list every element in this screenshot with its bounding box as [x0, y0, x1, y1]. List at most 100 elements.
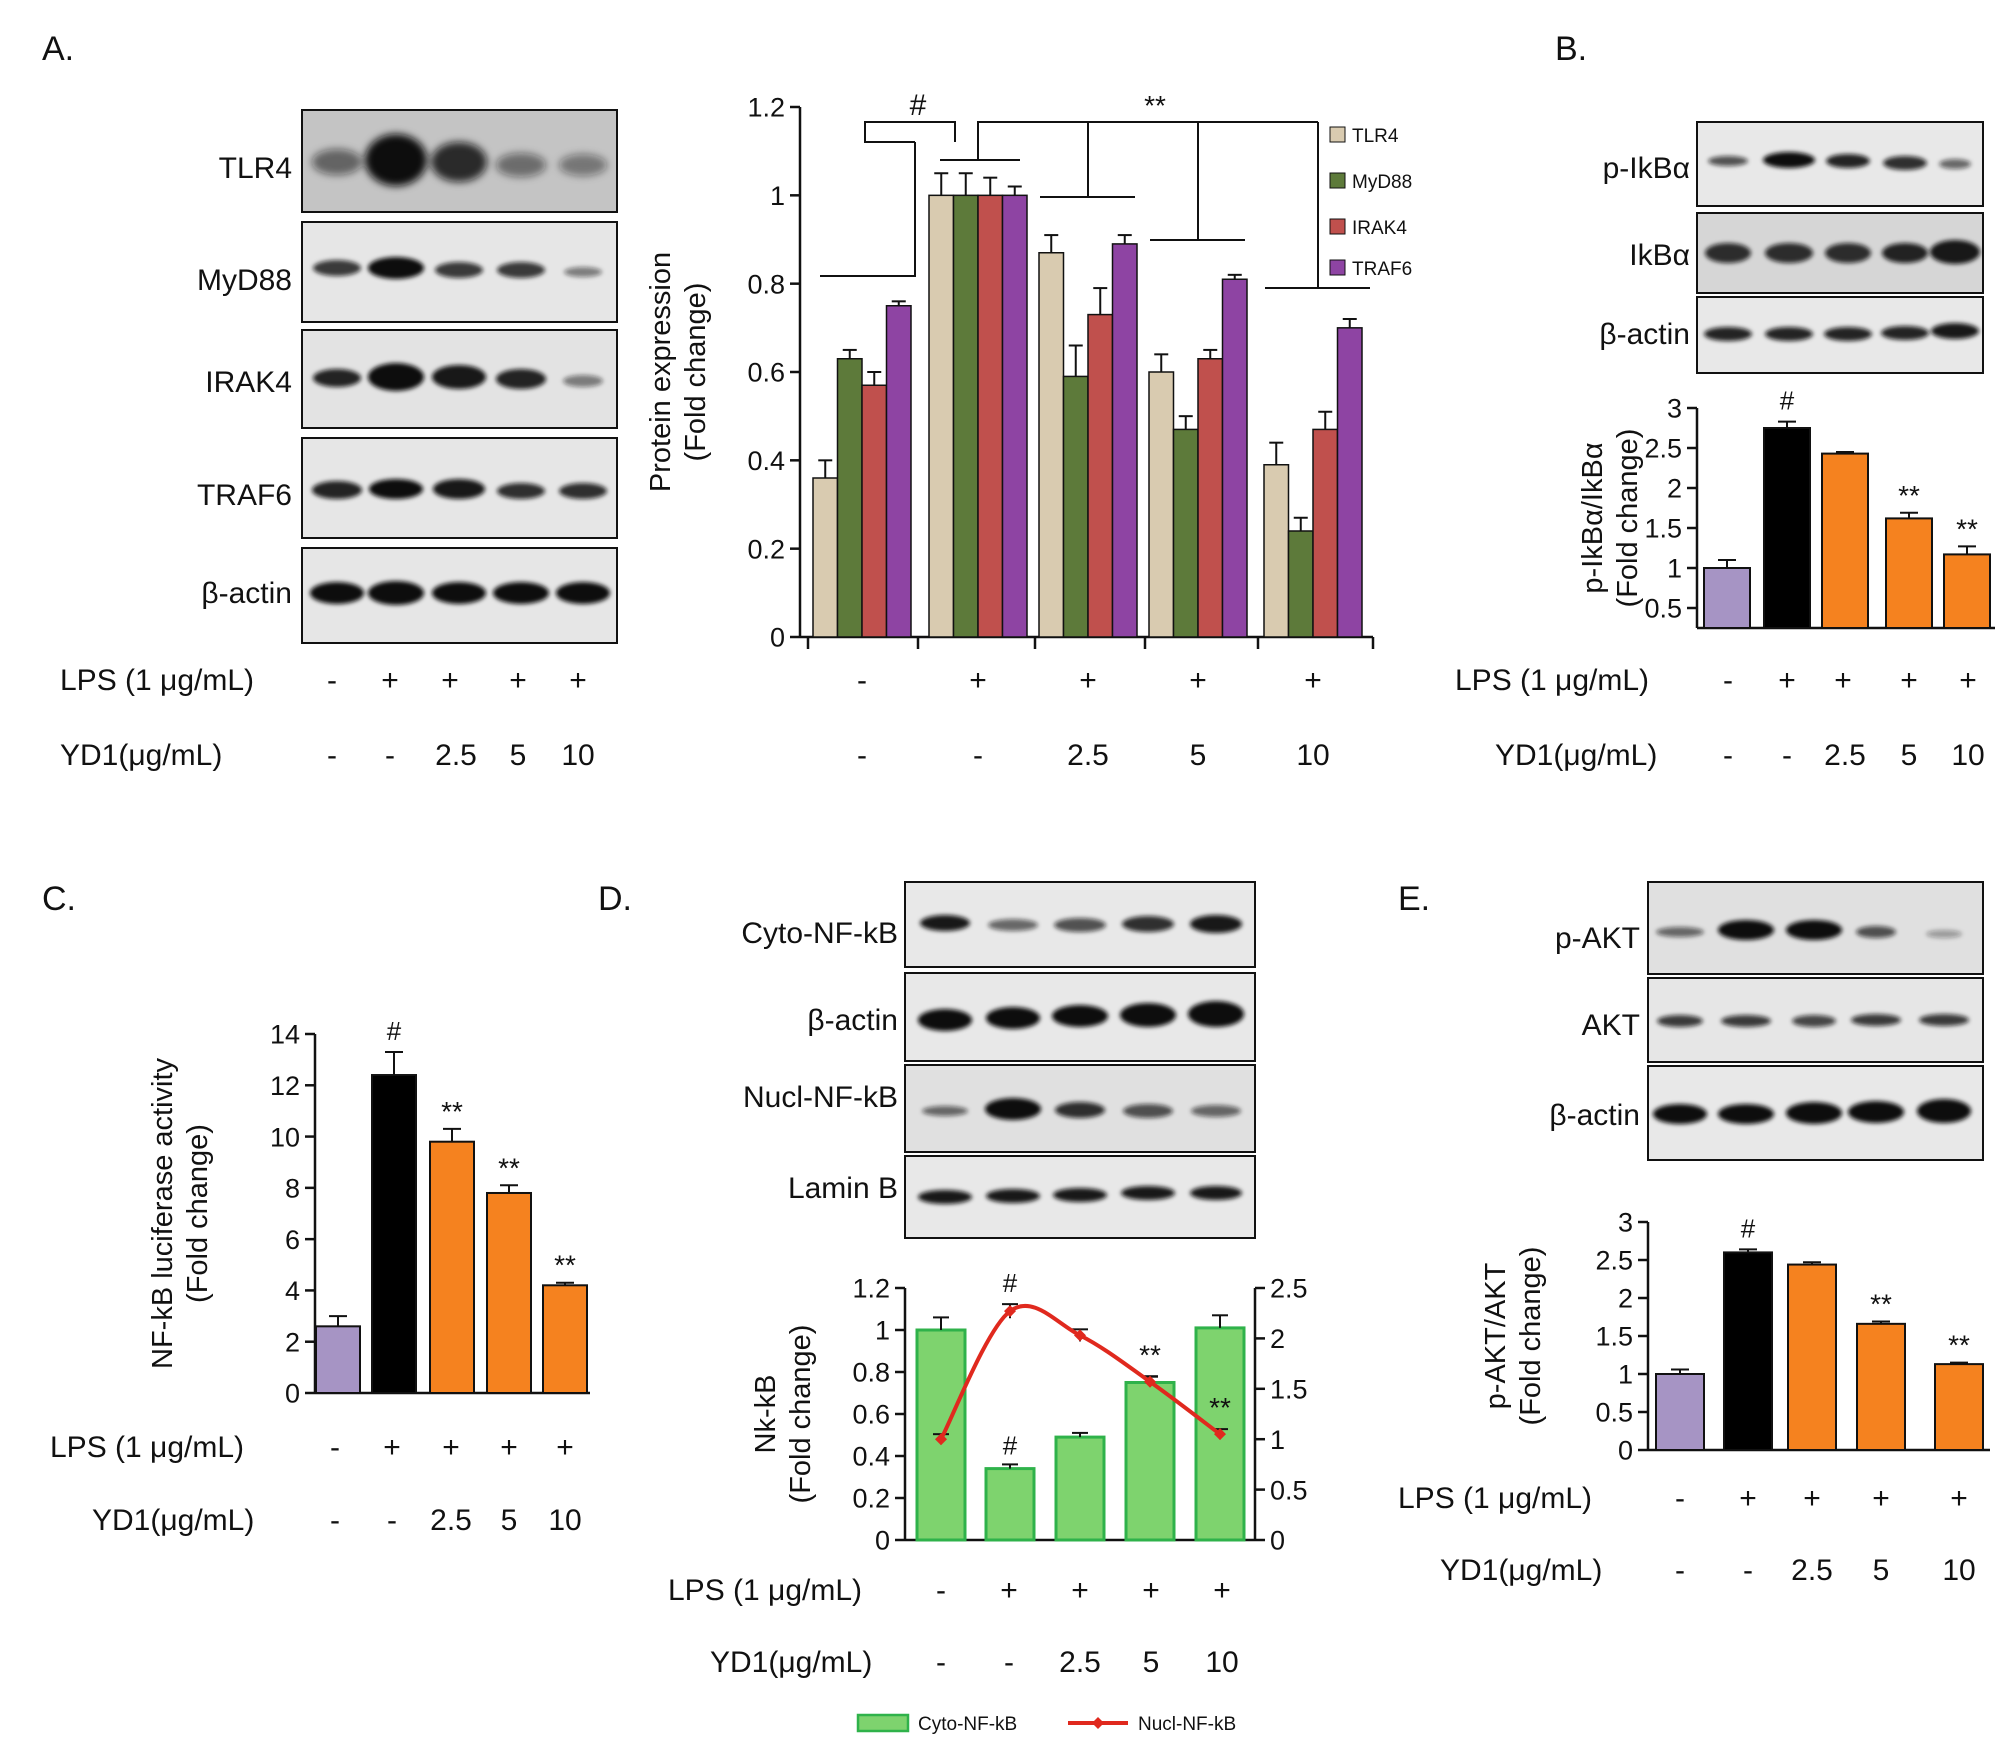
y-tick-label: 10 [270, 1122, 300, 1152]
yd1-value: - [1743, 1554, 1753, 1587]
yd1-value: 5 [501, 1504, 518, 1537]
y-axis-title: (Fold change) [785, 1325, 817, 1504]
yd1-value: - [330, 1504, 340, 1537]
panel-a-legend: TLR4 MyD88 IRAK4 TRAF6 [1329, 126, 1412, 280]
significance-stars: ** [498, 1152, 520, 1183]
lps-value: + [1213, 1574, 1231, 1607]
yd1-value: 10 [1951, 739, 1984, 772]
significance-hash: # [1003, 1431, 1018, 1461]
lps-value: + [1803, 1482, 1821, 1515]
legend-label-tlr4: TLR4 [1352, 126, 1399, 147]
bar-irak4 [1087, 313, 1114, 638]
blot-label-p-ikba: p-IkBα [1603, 152, 1690, 185]
y-tick-label: 1 [1270, 1425, 1285, 1455]
lps-value: + [441, 664, 459, 697]
bar-myd88 [952, 194, 979, 638]
significance-stars: ** [1144, 90, 1166, 121]
bar [486, 1191, 532, 1394]
y-tick-label: 0 [285, 1379, 300, 1409]
blot-label-beta-actin: β-actin [1599, 318, 1690, 351]
lps-value: + [1778, 664, 1796, 697]
lps-value: + [381, 664, 399, 697]
y-tick-label: 1.5 [1595, 1322, 1633, 1352]
lps-label: LPS (1 μg/mL) [60, 664, 254, 697]
chart-p-ikba-ratio: 0.5 1 1.5 2 2.5 3 p-IkBα/IkBα (Fold change) # ** *… [1577, 386, 1995, 630]
blot-label-nucl-nf-kb: Nucl-NF-kB [743, 1081, 898, 1114]
significance-stars: ** [1870, 1289, 1892, 1320]
bar-traf6 [885, 305, 912, 638]
yd1-value: - [936, 1646, 946, 1679]
blot-label-traf6: TRAF6 [197, 479, 292, 512]
y-tick-label: 2 [285, 1327, 300, 1357]
y-axis-title: (Fold change) [182, 1124, 214, 1303]
panel-letter-b: B. [1555, 30, 1587, 68]
lps-value: + [1000, 1574, 1018, 1607]
lps-label: LPS (1 μg/mL) [1398, 1482, 1592, 1515]
lps-value: - [1675, 1482, 1685, 1515]
yd1-value: 5 [510, 739, 527, 772]
panel-a-blots: TLR4 MyD88 IRAK4 TRAF6 β-actin [197, 109, 618, 644]
panel-letter-a: A. [42, 30, 74, 68]
legend-swatch-myd88 [1329, 172, 1346, 189]
y-axis-title: (Fold change) [680, 283, 712, 462]
y-tick-label: 1 [1618, 1360, 1633, 1390]
bar [1943, 553, 1991, 630]
bar [315, 1325, 361, 1395]
bar-tlr4 [812, 477, 839, 638]
lps-value: - [330, 1431, 340, 1464]
y-axis-title: Nk-kB [750, 1375, 782, 1454]
chart-nf-kb-fold-change: 0 0.2 0.4 0.6 0.8 1 1.2 0 0.5 1 1.5 2 2.5 Nk-kB (Fold … [750, 1268, 1308, 1556]
significance-stars: ** [554, 1250, 576, 1281]
bar [371, 1074, 417, 1394]
y-tick-label: 8 [285, 1174, 300, 1204]
y-tick-label: 1.5 [1270, 1375, 1308, 1405]
y-axis-title: (Fold change) [1612, 429, 1644, 608]
y-tick-label: 0.2 [747, 534, 785, 564]
blot-label-ikba: IkBα [1629, 239, 1690, 272]
y-tick-label: 0.5 [1644, 594, 1682, 624]
bar [1763, 427, 1811, 629]
bar [1885, 517, 1933, 630]
y-tick-label: 1 [770, 181, 785, 211]
yd1-value: 2.5 [1067, 739, 1109, 772]
bar [1821, 452, 1869, 629]
bar-myd88 [1287, 530, 1314, 638]
yd1-label: YD1(μg/mL) [1440, 1554, 1602, 1587]
legend-swatch-tlr4 [1329, 126, 1346, 143]
legend-label-irak4: IRAK4 [1352, 218, 1407, 239]
panel-b-treatments: LPS (1 μg/mL) YD1(μg/mL) - + + + + - - 2… [1455, 664, 1985, 772]
panel-d-blots: Cyto-NF-kB β-actin Nucl-NF-kB Lamin B [741, 881, 1256, 1239]
y-tick-label: 0 [1618, 1436, 1633, 1466]
yd1-label: YD1(μg/mL) [1495, 739, 1657, 772]
yd1-value: - [1723, 739, 1733, 772]
bar [429, 1140, 475, 1394]
y-tick-label: 0.8 [747, 269, 785, 299]
y-tick-label: 1 [875, 1316, 890, 1346]
y-tick-label: 14 [270, 1020, 300, 1050]
blot-label-irak4: IRAK4 [205, 366, 292, 399]
lps-value: + [1900, 664, 1918, 697]
blot-label-p-akt: p-AKT [1555, 922, 1640, 955]
yd1-label: YD1(μg/mL) [60, 739, 222, 772]
y-tick-label: 1.2 [747, 93, 785, 123]
significance-hash: # [387, 1016, 402, 1046]
yd1-value: - [1782, 739, 1792, 772]
lps-value: + [509, 664, 527, 697]
panel-letter-e: E. [1398, 880, 1430, 918]
lps-value: + [1079, 664, 1097, 697]
panel-e-treatments: LPS (1 μg/mL) YD1(μg/mL) - + + + + - - 2… [1398, 1482, 1976, 1587]
y-tick-label: 0.2 [852, 1484, 890, 1514]
blot-label-beta-actin: β-actin [1549, 1099, 1640, 1132]
yd1-value: - [1675, 1554, 1685, 1587]
y-tick-label: 2.5 [1595, 1246, 1633, 1276]
point-nucl-nf-kb [1214, 1428, 1226, 1441]
point-nucl-nf-kb [1074, 1329, 1086, 1342]
y-tick-label: 4 [285, 1276, 300, 1306]
y-tick-label: 2 [1667, 474, 1682, 504]
significance-hash: # [1741, 1213, 1756, 1243]
yd1-value: 5 [1901, 739, 1918, 772]
lps-value: + [1872, 1482, 1890, 1515]
panel-e-blots: p-AKT AKT β-actin [1549, 881, 1984, 1161]
y-axis-title: p-IkBα/IkBα [1577, 442, 1609, 593]
yd1-value: - [973, 739, 983, 772]
